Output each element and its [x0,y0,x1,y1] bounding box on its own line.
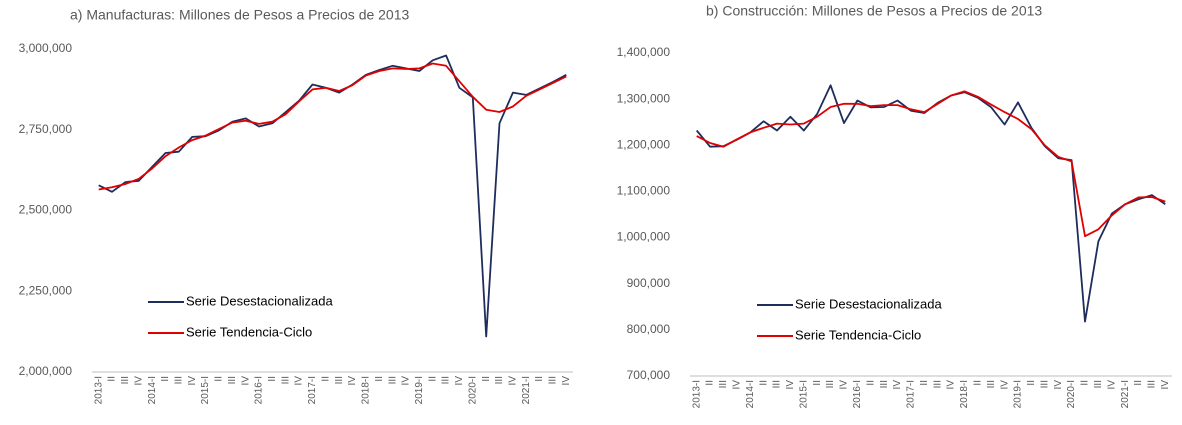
x-tick-label: IV [946,380,957,390]
x-tick-label: 2021-I [521,376,532,404]
x-tick-label: II [705,380,716,386]
x-tick-label: IV [892,380,903,390]
x-tick-label: IV [999,380,1010,390]
x-tick-label: II [481,376,492,382]
x-tick-label: IV [401,376,412,386]
x-tick-label: II [1026,380,1037,386]
y-tick-label: 2,250,000 [19,283,73,297]
x-tick-label: II [812,380,823,386]
x-tick-label: 2017-I [906,380,917,408]
y-tick-label: 1,000,000 [617,230,671,244]
series-line [98,62,567,191]
y-tick-label: 1,300,000 [617,91,671,105]
x-tick-label: III [173,376,184,384]
x-tick-label: 2020-I [467,376,478,404]
x-tick-label: 2015-I [798,380,809,408]
series-line [696,84,1166,323]
x-tick-label: II [534,376,545,382]
x-tick-label: III [825,380,836,388]
legend-label: Serie Tendencia-Ciclo [795,327,921,342]
x-tick-label: III [227,376,238,384]
x-tick-label: IV [133,376,144,386]
legend-label: Serie Desestacionalizada [795,296,942,311]
x-tick-label: 2020-I [1066,380,1077,408]
x-tick-label: 2013-I [691,380,702,408]
y-tick-label: 3,000,000 [19,41,73,55]
y-tick-label: 1,400,000 [617,45,671,59]
chart-title: a) Manufacturas: Millones de Pesos a Pre… [70,7,410,23]
chart: a) Manufacturas: Millones de Pesos a Pre… [19,7,573,404]
chart: b) Construcción: Millones de Pesos a Pre… [617,3,1172,408]
x-tick-label: 2017-I [307,376,318,404]
x-tick-label: 2019-I [414,376,425,404]
x-tick-label: 2014-I [745,380,756,408]
x-tick-label: IV [732,380,743,390]
y-tick-label: 2,750,000 [19,122,73,136]
x-tick-label: IV [347,376,358,386]
x-tick-label: III [387,376,398,384]
legend-label: Serie Tendencia-Ciclo [186,324,312,339]
x-tick-label: III [932,380,943,388]
x-tick-label: IV [785,380,796,390]
x-tick-label: II [1080,380,1091,386]
x-tick-label: 2013-I [93,376,104,404]
x-tick-label: III [879,380,890,388]
y-tick-label: 2,000,000 [19,364,73,378]
x-tick-label: 2021-I [1120,380,1131,408]
x-tick-label: III [120,376,131,384]
y-tick-label: 700,000 [627,368,671,382]
x-tick-label: 2014-I [147,376,158,404]
x-tick-label: II [374,376,385,382]
x-tick-label: III [494,376,505,384]
x-tick-label: II [160,376,171,382]
x-tick-label: II [1133,380,1144,386]
x-tick-label: III [1147,380,1158,388]
y-tick-label: 900,000 [627,276,671,290]
x-tick-label: III [280,376,291,384]
x-tick-label: IV [839,380,850,390]
series-line [696,90,1166,238]
x-tick-label: II [320,376,331,382]
x-tick-label: II [973,380,984,386]
x-tick-label: II [919,380,930,386]
x-tick-label: IV [294,376,305,386]
x-tick-label: 2016-I [852,380,863,408]
y-tick-label: 2,500,000 [19,203,73,217]
x-tick-label: II [267,376,278,382]
x-tick-label: IV [187,376,198,386]
x-tick-label: IV [1053,380,1064,390]
x-tick-label: II [865,380,876,386]
x-tick-label: IV [561,376,572,386]
x-tick-label: 2018-I [959,380,970,408]
legend-label: Serie Desestacionalizada [186,293,333,308]
x-tick-label: III [772,380,783,388]
chart-title: b) Construcción: Millones de Pesos a Pre… [706,3,1042,19]
x-tick-label: IV [1106,380,1117,390]
x-tick-label: 2015-I [200,376,211,404]
x-tick-label: III [986,380,997,388]
x-tick-label: III [334,376,345,384]
x-tick-label: 2018-I [361,376,372,404]
x-tick-label: 2016-I [254,376,265,404]
y-tick-label: 800,000 [627,322,671,336]
x-tick-label: III [441,376,452,384]
x-tick-label: III [1093,380,1104,388]
x-tick-label: II [758,380,769,386]
x-tick-label: II [107,376,118,382]
x-tick-label: IV [508,376,519,386]
x-tick-label: II [214,376,225,382]
x-tick-label: III [548,376,559,384]
x-tick-label: 2019-I [1013,380,1024,408]
x-tick-label: IV [454,376,465,386]
x-tick-label: III [718,380,729,388]
x-tick-label: IV [240,376,251,386]
y-tick-label: 1,200,000 [617,137,671,151]
x-tick-label: II [427,376,438,382]
x-tick-label: IV [1160,380,1171,390]
y-tick-label: 1,100,000 [617,184,671,198]
x-tick-label: III [1039,380,1050,388]
